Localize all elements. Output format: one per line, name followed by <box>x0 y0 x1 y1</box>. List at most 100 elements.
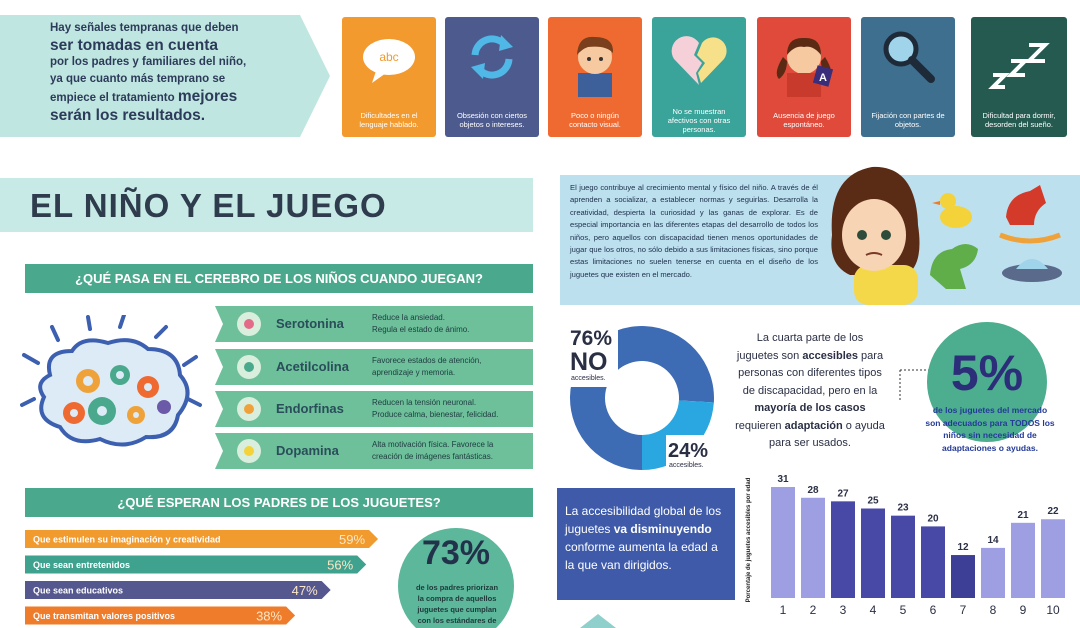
x-tick-label: 10 <box>1046 603 1060 617</box>
girl-toys-illustration <box>831 166 1062 305</box>
bar-label: Que sean entretenidos <box>33 560 130 570</box>
text-segment: conforme aumenta la edad a la que van di… <box>565 540 718 572</box>
signal-label: Obsesión con ciertos objetos o intereses… <box>456 111 528 129</box>
age-text: La accesibilidad global de los juguetes … <box>565 502 730 574</box>
desc-line: Produce calma, bienestar, felicidad. <box>372 410 499 419</box>
bar <box>801 497 825 598</box>
blob-value: 73% <box>422 534 490 572</box>
play-box <box>560 175 1080 305</box>
bar <box>25 530 379 548</box>
row-desc: Alta motivación física. Favorece la creac… <box>372 439 493 463</box>
brain-illustration <box>20 315 202 447</box>
bold-segment: adaptación <box>784 419 843 432</box>
value-label: 28 <box>807 485 819 496</box>
icon <box>671 36 727 85</box>
desc-line: aprendizaje y memoria. <box>372 368 456 377</box>
parents-chart: Que estimulen su imaginación y creativid… <box>25 530 379 625</box>
intro-line: ser tomadas en cuenta <box>50 37 218 54</box>
desc-line: Alta motivación física. Favorece la <box>372 440 494 449</box>
x-tick-label: 7 <box>960 603 967 617</box>
signal-label: Ausencia de juego espontáneo. <box>773 111 835 129</box>
bar-label: Que sean educativos <box>33 586 123 596</box>
brain-row: Serotonina Reduce la ansiedad. Regula el e… <box>215 306 533 342</box>
value-label: 22 <box>1047 506 1059 517</box>
brain-row: Acetilcolina Favorece estados de atención… <box>215 349 533 385</box>
notch <box>215 349 223 385</box>
blob-line: de los padres priorizan <box>415 583 499 592</box>
bar-label: Que transmitan valores positivos <box>33 611 175 621</box>
value-label: 14 <box>987 535 999 546</box>
blob-line: juguetes que cumplan <box>417 605 497 614</box>
icon <box>471 35 513 79</box>
text-segment: los niños sin necesidad de adaptaciones … <box>942 417 1055 453</box>
x-tick-label: 6 <box>930 603 937 617</box>
blob-value: 5% <box>951 345 1023 401</box>
bar <box>951 555 975 598</box>
signal-label: No se muestran afectivos con otras perso… <box>667 106 731 134</box>
intro-segment: mejores <box>177 88 238 105</box>
value-label: 47% <box>292 583 318 598</box>
arrow <box>580 614 616 628</box>
icon-dot <box>244 404 254 414</box>
row-icon <box>215 433 261 469</box>
icon-text: abc <box>379 50 398 64</box>
bar <box>1011 522 1035 598</box>
intro-banner <box>0 15 330 137</box>
annotation: NO <box>570 348 608 376</box>
text-segment: para personas con diferentes tipos de di… <box>738 349 884 397</box>
intro-segment: empiece el tratamiento <box>50 92 175 104</box>
bar <box>921 526 945 598</box>
bold-segment: TODOS <box>1009 417 1040 428</box>
category-label: accesibles. <box>571 375 606 382</box>
row-icon <box>215 391 261 427</box>
age-box <box>557 488 735 600</box>
blob-line: con los estándares de <box>417 616 497 625</box>
icon <box>988 43 1050 89</box>
bold-segment: accesibles <box>802 349 858 362</box>
quarter-text: La cuarta parte de los juguetes son acce… <box>735 330 885 453</box>
text-segment: requieren <box>735 419 785 432</box>
brain-heading: ¿QUÉ PASA EN EL CEREBRO DE LOS NIÑOS CUA… <box>25 264 533 293</box>
notch <box>215 433 223 469</box>
signal-card: Obsesión con ciertos objetos o intereses… <box>445 17 539 137</box>
desc-line: Regula el estado de ánimo. <box>372 325 470 334</box>
label-bg <box>568 325 618 387</box>
section-title: EL NIÑO Y EL JUEGO <box>30 187 387 224</box>
x-tick-label: 4 <box>870 603 877 617</box>
value-label: 24% <box>668 440 708 462</box>
blob-5: 5% <box>899 322 1047 442</box>
icon-dot <box>244 362 254 372</box>
x-tick-label: 8 <box>990 603 997 617</box>
value-label: 21 <box>1017 510 1029 521</box>
value-label: 38% <box>256 609 282 624</box>
blob-line: la compra de aquellos <box>417 594 497 603</box>
text-segment: o ayuda para ser usados. <box>769 419 885 450</box>
intro-line: empiece el tratamiento mejores <box>50 88 320 107</box>
y-axis-label: Porcentaje de juguetes accesibles por ed… <box>746 477 752 602</box>
brain-row: Dopamina Alta motivación física. Favorece… <box>215 433 533 469</box>
value-label: 56% <box>327 558 353 573</box>
desc-line: creación de imágenes fantásticas. <box>372 452 493 461</box>
value-label: 31 <box>777 474 789 485</box>
x-tick-label: 3 <box>840 603 847 617</box>
x-tick-label: 5 <box>900 603 907 617</box>
notch <box>215 391 223 427</box>
bar <box>891 515 915 598</box>
notch <box>215 306 223 342</box>
bar <box>981 547 1005 598</box>
value-label: 12 <box>957 542 969 553</box>
age-chart: Porcentaje de juguetes accesibles por ed… <box>746 474 1065 617</box>
value-label: 59% <box>339 532 365 547</box>
bold-segment: mayoría de los casos <box>754 402 866 414</box>
intro-line: serán los resultados. <box>50 107 206 124</box>
row-name: Dopamina <box>276 443 339 458</box>
value-label: 27 <box>837 488 849 499</box>
signal-card: abc Dificultades en el lenguaje hablado. <box>342 17 436 137</box>
bar <box>25 581 331 599</box>
signal-card: No se muestran afectivos con otras perso… <box>652 17 746 137</box>
icon <box>577 36 614 97</box>
row-desc: Favorece estados de atención, aprendizaje… <box>372 355 481 379</box>
